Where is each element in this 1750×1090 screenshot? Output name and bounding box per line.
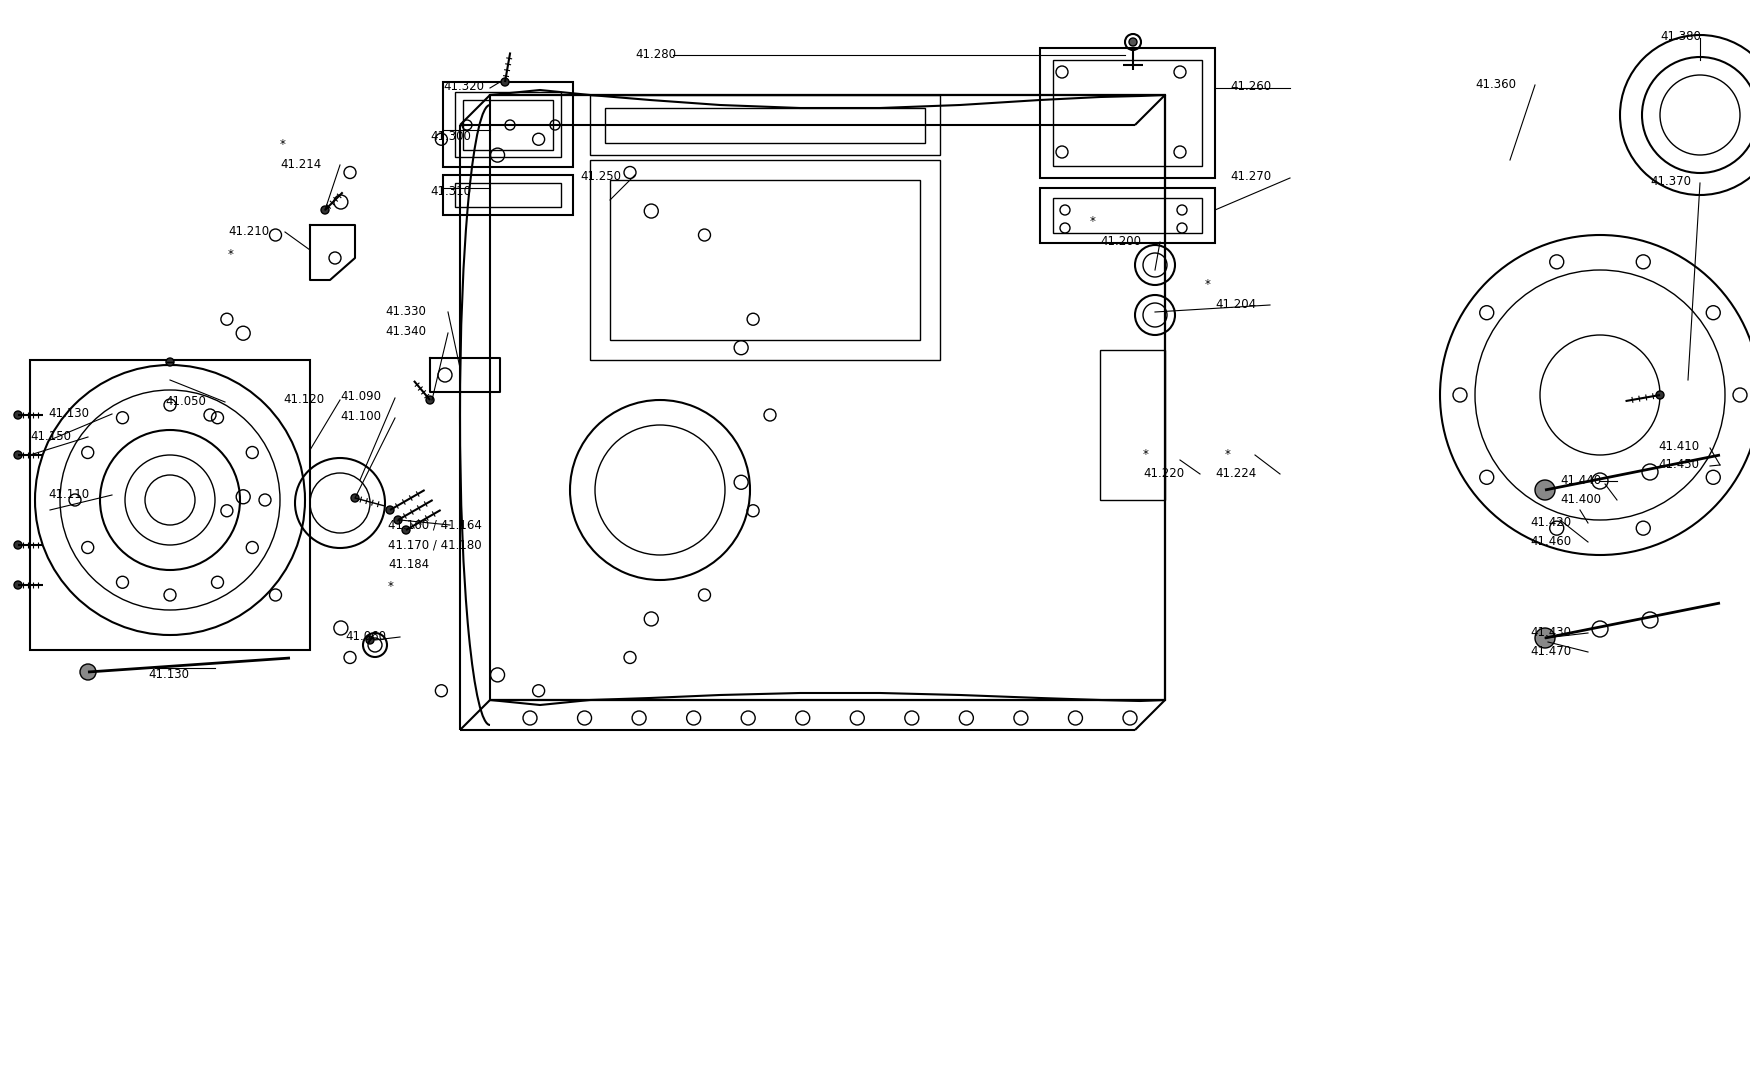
Text: *: * (280, 138, 285, 152)
Circle shape (1535, 628, 1556, 647)
Circle shape (80, 664, 96, 680)
Bar (1101, 350, 1166, 500)
Circle shape (394, 516, 402, 524)
Text: 41.370: 41.370 (1650, 175, 1690, 187)
Text: 41.330: 41.330 (385, 305, 425, 318)
Circle shape (425, 396, 434, 404)
Text: 41.360: 41.360 (1475, 78, 1516, 90)
Text: 41.260: 41.260 (1230, 80, 1270, 93)
Text: 41.320: 41.320 (443, 80, 485, 93)
Bar (590, 95, 940, 155)
Text: 41.224: 41.224 (1214, 467, 1256, 480)
Text: 41.200: 41.200 (1101, 235, 1141, 249)
Text: *: * (1143, 448, 1150, 461)
Bar (464, 100, 553, 150)
Text: 41.050: 41.050 (164, 395, 206, 408)
Circle shape (1535, 480, 1556, 500)
Circle shape (387, 506, 394, 514)
Circle shape (14, 451, 23, 459)
Circle shape (1656, 391, 1664, 399)
Bar (490, 95, 1166, 700)
Text: 41.410: 41.410 (1657, 440, 1699, 453)
Text: 41.280: 41.280 (635, 48, 676, 61)
Text: 41.270: 41.270 (1230, 170, 1270, 183)
Circle shape (500, 78, 509, 86)
Circle shape (14, 411, 23, 419)
Text: 41.060: 41.060 (345, 630, 387, 643)
Bar (1054, 60, 1202, 166)
Text: 41.110: 41.110 (47, 488, 89, 501)
Text: *: * (1206, 278, 1211, 291)
Text: 41.090: 41.090 (340, 390, 382, 403)
Bar (1040, 48, 1214, 178)
Bar (590, 160, 940, 360)
Text: *: * (1225, 448, 1230, 461)
Circle shape (402, 526, 410, 534)
Text: 41.160 / 41.164: 41.160 / 41.164 (388, 518, 481, 531)
Text: 41.380: 41.380 (1661, 31, 1701, 43)
Circle shape (1129, 38, 1138, 46)
Text: 41.250: 41.250 (579, 170, 621, 183)
Text: 41.130: 41.130 (149, 668, 189, 681)
Text: *: * (228, 249, 234, 261)
Text: *: * (1090, 215, 1096, 228)
Text: 41.220: 41.220 (1143, 467, 1185, 480)
Circle shape (320, 206, 329, 214)
Bar (30, 360, 310, 650)
Bar (1054, 198, 1202, 233)
Bar (606, 108, 926, 143)
Bar (611, 180, 920, 340)
Bar (1040, 187, 1214, 243)
Text: 41.130: 41.130 (47, 407, 89, 420)
Circle shape (14, 541, 23, 549)
Text: 41.120: 41.120 (284, 393, 324, 405)
Text: 41.150: 41.150 (30, 429, 72, 443)
Text: 41.210: 41.210 (228, 225, 270, 238)
Bar (455, 183, 562, 207)
Circle shape (366, 635, 374, 644)
Text: 41.170 / 41.180: 41.170 / 41.180 (388, 538, 481, 552)
Text: 41.214: 41.214 (280, 158, 322, 171)
Text: 41.400: 41.400 (1559, 493, 1601, 506)
Circle shape (166, 358, 173, 366)
Text: 41.300: 41.300 (430, 130, 471, 143)
Circle shape (14, 581, 23, 589)
Text: 41.460: 41.460 (1530, 535, 1572, 548)
Text: 41.184: 41.184 (388, 558, 429, 571)
Bar (455, 92, 562, 157)
Bar (443, 82, 572, 167)
Text: 41.440: 41.440 (1559, 474, 1601, 487)
Text: 41.450: 41.450 (1657, 458, 1699, 471)
Text: 41.470: 41.470 (1530, 645, 1572, 658)
Text: 41.340: 41.340 (385, 325, 425, 338)
Bar (443, 175, 572, 215)
Text: 41.430: 41.430 (1530, 626, 1572, 639)
Text: 41.310: 41.310 (430, 185, 471, 198)
Text: 41.204: 41.204 (1214, 298, 1256, 311)
Text: *: * (388, 580, 394, 593)
Circle shape (352, 494, 359, 502)
Text: 41.420: 41.420 (1530, 516, 1572, 529)
Text: 41.100: 41.100 (340, 410, 382, 423)
